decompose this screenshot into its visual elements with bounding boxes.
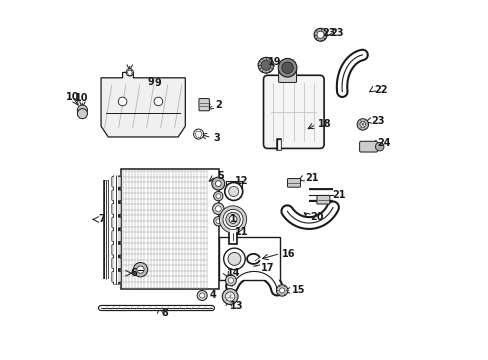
Circle shape — [223, 248, 244, 270]
Text: 23: 23 — [371, 116, 384, 126]
Circle shape — [222, 289, 238, 305]
Text: 6: 6 — [130, 268, 137, 278]
Circle shape — [215, 181, 221, 186]
Circle shape — [211, 177, 224, 190]
FancyBboxPatch shape — [287, 179, 300, 187]
Text: 3: 3 — [212, 133, 219, 143]
Circle shape — [225, 212, 240, 226]
Text: 9: 9 — [154, 78, 161, 88]
Circle shape — [118, 97, 126, 106]
Text: 16: 16 — [281, 248, 295, 258]
Text: 8: 8 — [162, 309, 168, 318]
FancyBboxPatch shape — [278, 70, 296, 82]
Circle shape — [375, 142, 383, 151]
Circle shape — [258, 57, 273, 73]
Text: 21: 21 — [305, 173, 318, 183]
Text: 17: 17 — [261, 263, 274, 273]
Text: 19: 19 — [267, 57, 281, 67]
Text: 24: 24 — [376, 139, 389, 148]
Text: 2: 2 — [215, 100, 222, 110]
Circle shape — [77, 109, 87, 119]
Circle shape — [281, 62, 293, 73]
Circle shape — [359, 122, 365, 127]
Circle shape — [228, 186, 238, 197]
Bar — [121, 169, 219, 289]
Text: 12: 12 — [234, 176, 247, 186]
FancyBboxPatch shape — [112, 176, 121, 187]
Circle shape — [197, 291, 207, 301]
Text: 13: 13 — [230, 301, 243, 311]
Circle shape — [193, 129, 203, 139]
Text: 23: 23 — [329, 28, 343, 38]
Text: 20: 20 — [310, 212, 324, 221]
Circle shape — [278, 58, 296, 77]
Circle shape — [261, 60, 270, 70]
Text: 18: 18 — [317, 120, 330, 129]
Text: 10: 10 — [66, 92, 80, 102]
Circle shape — [133, 262, 147, 277]
Text: 1: 1 — [229, 215, 236, 224]
Circle shape — [313, 28, 326, 41]
Circle shape — [126, 69, 133, 76]
FancyBboxPatch shape — [316, 195, 329, 204]
Circle shape — [216, 194, 220, 198]
Circle shape — [279, 288, 284, 293]
Text: 23: 23 — [322, 28, 335, 38]
FancyBboxPatch shape — [112, 258, 121, 269]
FancyBboxPatch shape — [359, 141, 377, 152]
Circle shape — [213, 217, 223, 226]
Circle shape — [276, 285, 287, 296]
Circle shape — [228, 216, 237, 224]
Text: 10: 10 — [74, 93, 88, 103]
FancyBboxPatch shape — [112, 203, 121, 214]
Circle shape — [213, 192, 223, 201]
Circle shape — [215, 181, 221, 186]
Circle shape — [154, 97, 163, 106]
Circle shape — [356, 119, 368, 130]
Circle shape — [219, 206, 246, 233]
FancyBboxPatch shape — [199, 99, 209, 111]
Circle shape — [227, 252, 241, 265]
Circle shape — [215, 206, 221, 212]
Text: 22: 22 — [373, 85, 387, 95]
Circle shape — [224, 183, 242, 201]
Circle shape — [228, 278, 233, 283]
Circle shape — [225, 292, 234, 301]
Text: 4: 4 — [210, 291, 216, 301]
Bar — [219, 237, 280, 280]
FancyBboxPatch shape — [263, 75, 324, 148]
Text: 14: 14 — [227, 267, 240, 278]
Circle shape — [216, 219, 220, 224]
Circle shape — [316, 31, 324, 39]
Text: 11: 11 — [235, 227, 248, 237]
Circle shape — [77, 105, 87, 115]
FancyBboxPatch shape — [112, 217, 121, 228]
FancyBboxPatch shape — [112, 244, 121, 255]
Text: 5: 5 — [217, 171, 224, 181]
FancyBboxPatch shape — [112, 190, 121, 201]
Circle shape — [212, 203, 224, 215]
FancyBboxPatch shape — [112, 231, 121, 242]
Circle shape — [137, 266, 144, 273]
Circle shape — [212, 178, 224, 189]
Circle shape — [199, 293, 204, 298]
Text: 21: 21 — [332, 190, 346, 200]
Text: 9: 9 — [147, 77, 154, 87]
Circle shape — [225, 275, 236, 286]
Text: 7: 7 — [98, 215, 105, 224]
Text: 15: 15 — [291, 285, 305, 296]
FancyBboxPatch shape — [112, 271, 121, 282]
Polygon shape — [101, 72, 185, 137]
Circle shape — [223, 210, 243, 229]
